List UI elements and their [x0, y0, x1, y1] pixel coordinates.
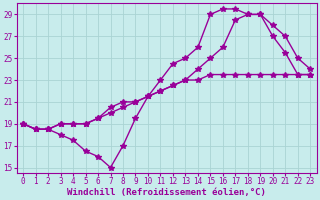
X-axis label: Windchill (Refroidissement éolien,°C): Windchill (Refroidissement éolien,°C) — [67, 188, 266, 197]
